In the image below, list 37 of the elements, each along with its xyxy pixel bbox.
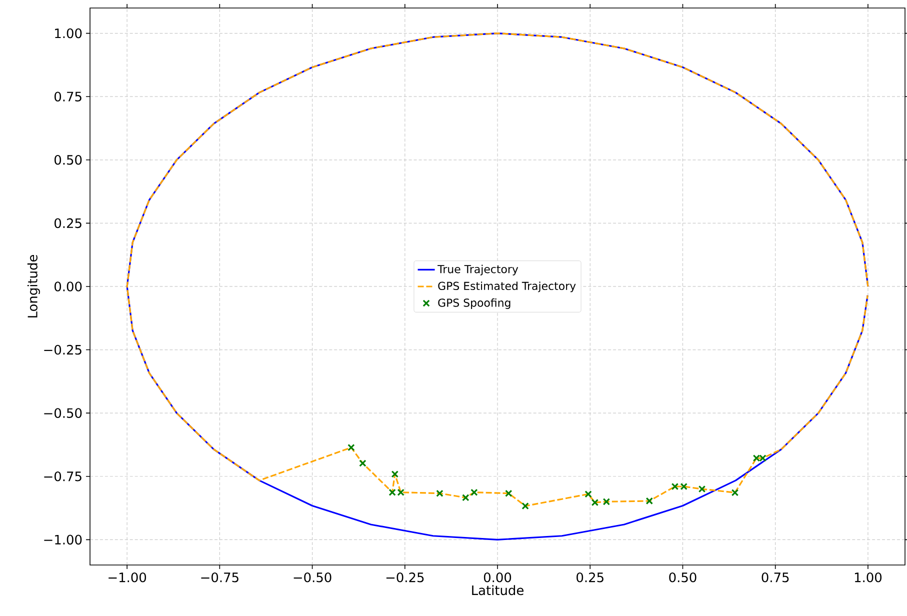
- point: [646, 497, 654, 505]
- point: [359, 460, 366, 467]
- x-tick-label: 1.00: [854, 572, 882, 582]
- y-axis-title: Longitude: [27, 254, 40, 318]
- x-tick-label: −0.50: [294, 572, 332, 582]
- x-tick-label: 0.00: [484, 572, 512, 582]
- x-tick-label: −1.00: [108, 572, 146, 582]
- y-tick-label: 0.50: [54, 155, 82, 165]
- point: [584, 490, 592, 498]
- y-tick-label: −0.25: [44, 344, 82, 355]
- legend-label: GPS Estimated Trajectory: [438, 282, 576, 292]
- x-tick-label: 0.50: [669, 572, 696, 582]
- point: [462, 494, 470, 502]
- x-tick-label: −0.75: [201, 572, 238, 582]
- point: [470, 488, 478, 496]
- point: [436, 490, 444, 497]
- legend-label: GPS Spoofing: [438, 298, 510, 309]
- y-tick-label: 0.25: [54, 218, 82, 228]
- point: [348, 444, 355, 452]
- point: [391, 470, 399, 478]
- y-tick-label: 0.75: [54, 92, 82, 102]
- x-tick-label: −0.25: [386, 572, 424, 582]
- y-tick-label: −0.50: [44, 408, 82, 418]
- y-tick-label: −0.75: [44, 471, 82, 482]
- point: [602, 498, 610, 506]
- point: [731, 488, 739, 496]
- legend-label: True Trajectory: [438, 264, 518, 276]
- point: [591, 498, 599, 506]
- x-tick-label: 0.25: [576, 572, 604, 582]
- x-tick-label: 0.75: [762, 572, 789, 582]
- point: [522, 502, 529, 510]
- point: [505, 490, 512, 497]
- point: [698, 485, 706, 493]
- y-tick-label: −1.00: [44, 534, 82, 545]
- x-axis-title: Latitude: [472, 585, 524, 596]
- y-tick-label: 0.00: [54, 282, 82, 292]
- y-tick-label: 1.00: [55, 28, 82, 38]
